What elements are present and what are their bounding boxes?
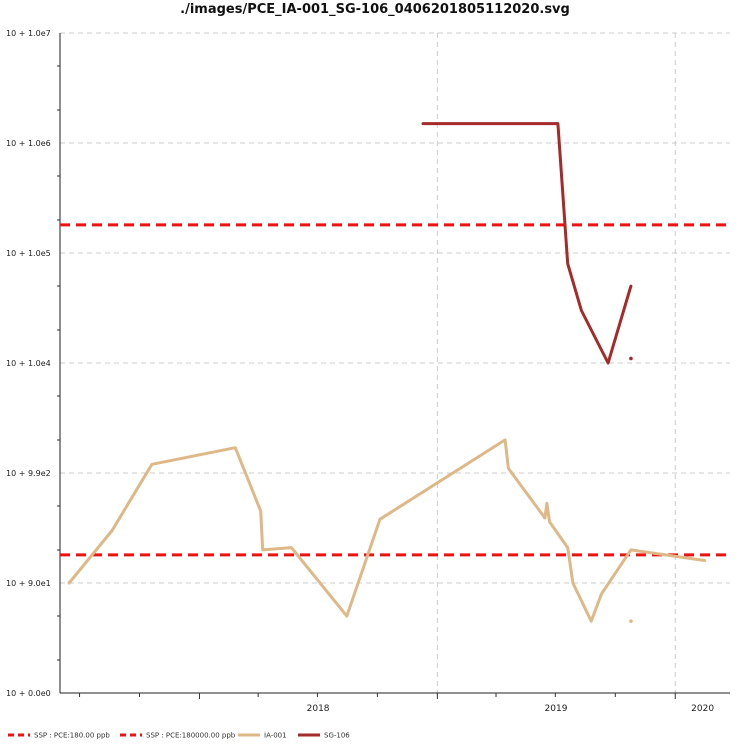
legend-label: IA-001: [264, 732, 287, 740]
axes: 10 + 1.0e7 10 + 1.0e6 10 + 1.0e5 10 + 1.0e4…: [6, 29, 730, 714]
y-tick-label: 10 + 1.0e6: [6, 139, 51, 148]
series-line: [421, 122, 633, 365]
series-point: [629, 619, 633, 623]
x-tick-label: 2018: [307, 704, 330, 714]
y-tick-label: 10 + 1.0e4: [6, 359, 51, 368]
y-tick-label: 10 + 1.0e5: [6, 249, 51, 258]
legend-label: SG-106: [324, 732, 350, 740]
y-tick-label: 10 + 9.9e2: [6, 469, 51, 478]
chart-title: ./images/PCE_IA-001_SG-106_0406201805112…: [180, 2, 570, 17]
legend-label: SSP : PCE:180.00 ppb: [34, 732, 110, 740]
x-tick-label: 2019: [545, 704, 568, 714]
threshold-lines: [60, 223, 730, 557]
y-tick-label: 10 + 1.0e7: [6, 29, 51, 38]
y-tick-label: 10 + 0.0e0: [6, 689, 51, 698]
legend-label: SSP : PCE:180000.00 ppb: [146, 732, 236, 740]
x-tick-label: 2020: [691, 704, 714, 714]
series-lines: [67, 122, 707, 623]
grid: [60, 32, 730, 693]
y-tick-label: 10 + 9.0e1: [6, 579, 51, 588]
legend: SSP : PCE:180.00 ppb SSP : PCE:180000.00 …: [8, 732, 350, 740]
series-point: [629, 356, 633, 361]
series-line: [67, 438, 707, 623]
